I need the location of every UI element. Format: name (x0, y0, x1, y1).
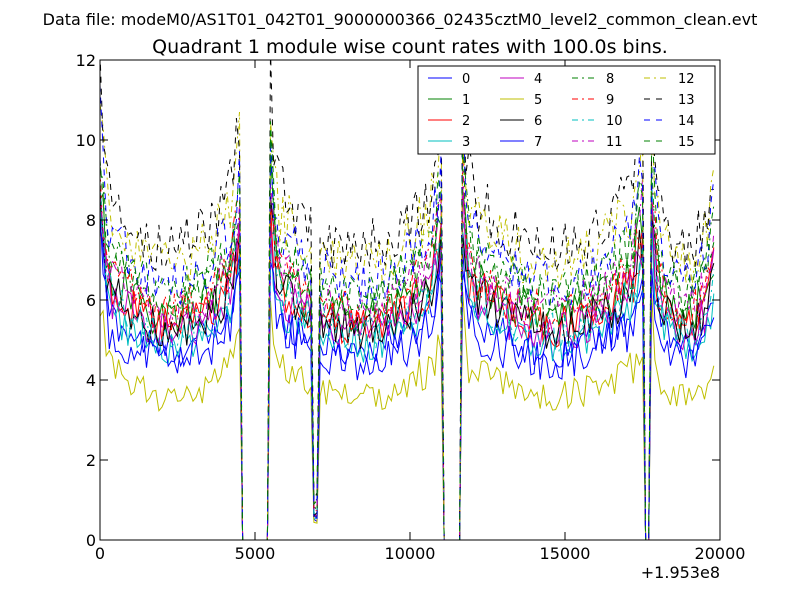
legend-label-8: 8 (606, 72, 614, 87)
legend-label-1: 1 (462, 93, 470, 108)
series-line-7 (100, 222, 715, 540)
suptitle: Data file: modeM0/AS1T01_042T01_90000003… (43, 10, 758, 30)
x-tick-label: 10000 (385, 544, 436, 563)
legend-frame (417, 65, 716, 155)
x-offset-label: +1.953e8 (641, 563, 720, 582)
series-line-6 (100, 190, 715, 540)
legend-label-0: 0 (462, 72, 470, 87)
y-tick-label: 10 (76, 131, 96, 150)
x-tick-label: 15000 (540, 544, 591, 563)
y-tick-label: 6 (86, 291, 96, 310)
series-line-14 (100, 85, 715, 540)
y-tick-label: 4 (86, 371, 96, 390)
x-tick-label: 0 (95, 544, 105, 563)
series-line-5 (100, 291, 715, 540)
legend-label-3: 3 (462, 135, 470, 150)
y-tick-label: 12 (76, 51, 96, 70)
series-line-11 (100, 171, 715, 540)
y-tick-label: 0 (86, 531, 96, 550)
legend-label-2: 2 (462, 114, 470, 129)
legend-label-6: 6 (534, 114, 542, 129)
legend-label-12: 12 (678, 72, 695, 87)
legend-label-9: 9 (606, 93, 614, 108)
chart-title: Quadrant 1 module wise count rates with … (152, 36, 668, 58)
series-line-10 (100, 182, 715, 540)
legend-label-13: 13 (678, 93, 695, 108)
x-tick-label: 20000 (695, 544, 746, 563)
series-layer (100, 60, 715, 540)
series-line-4 (100, 185, 715, 540)
x-tick-label: 5000 (235, 544, 276, 563)
legend-label-7: 7 (534, 135, 542, 150)
series-line-13 (100, 60, 714, 540)
series-line-12 (100, 103, 715, 540)
series-line-3 (100, 208, 715, 540)
y-tick-label: 8 (86, 211, 96, 230)
legend-label-15: 15 (678, 135, 695, 150)
legend-label-14: 14 (678, 114, 695, 129)
legend-label-4: 4 (534, 72, 542, 87)
y-tick-label: 2 (86, 451, 96, 470)
legend-label-10: 10 (606, 114, 623, 129)
legend-label-11: 11 (606, 135, 623, 150)
series-line-15 (100, 117, 715, 540)
legend-label-5: 5 (534, 93, 542, 108)
